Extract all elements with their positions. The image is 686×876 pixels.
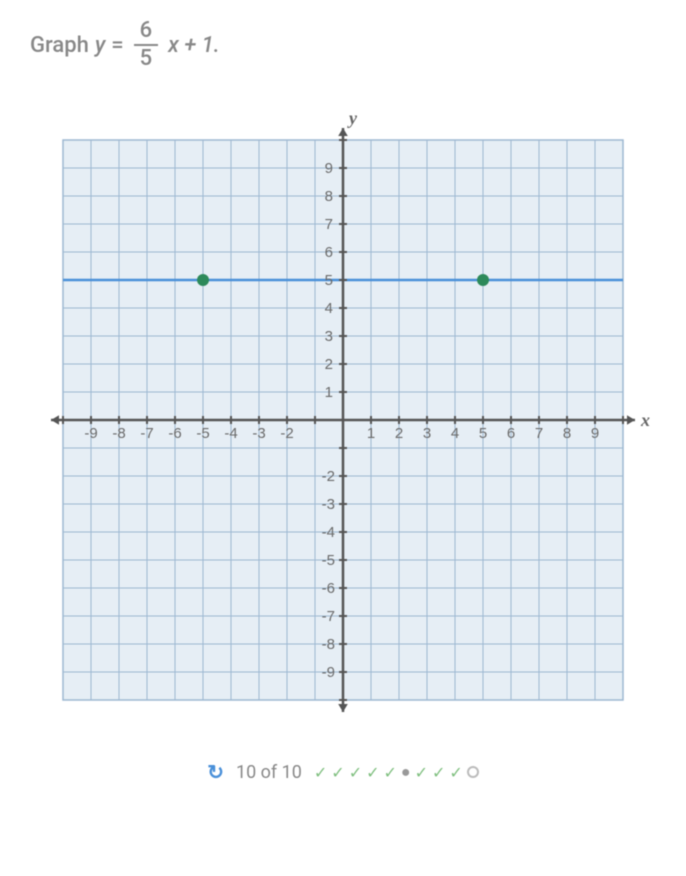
- x-tick-label: 3: [423, 425, 431, 442]
- fraction-denominator: 5: [134, 46, 159, 70]
- y-tick-label: -9: [322, 664, 335, 681]
- footer-bar: ↻ 10 of 10 ✓✓✓✓✓●✓✓✓: [30, 760, 656, 784]
- y-tick-label: -8: [322, 636, 335, 653]
- axis-arrow-down: [338, 704, 348, 712]
- graph-wrapper: -9 -8 -7 -6 -5 -4 -3 -2 1 2 3 4 5 6 7 8 9 1 2 3 4 5 6 7 8 9 -2 -3 -4…: [30, 110, 656, 730]
- equation-fraction: 6 5: [134, 20, 159, 70]
- y-tick-label: 1: [325, 384, 333, 401]
- mark-check: ✓: [449, 763, 462, 782]
- mark-check: ✓: [314, 763, 327, 782]
- x-tick-label: 5: [479, 425, 487, 442]
- x-tick-label: -4: [224, 425, 237, 442]
- y-tick-label: 4: [325, 300, 333, 317]
- plotted-point[interactable]: [477, 274, 489, 286]
- mark-check: ✓: [366, 763, 379, 782]
- equation-tail: x + 1.: [168, 33, 219, 58]
- x-tick-label: -9: [84, 425, 97, 442]
- progress-marks: ✓✓✓✓✓●✓✓✓: [314, 762, 479, 782]
- x-tick-label: -2: [280, 425, 293, 442]
- mark-dot: ●: [401, 762, 411, 782]
- x-tick-label: -5: [196, 425, 209, 442]
- axis-arrow-up: [338, 128, 348, 136]
- x-tick-label: 6: [507, 425, 515, 442]
- mark-check: ✓: [432, 763, 445, 782]
- x-tick-label: 8: [563, 425, 571, 442]
- mark-check: ✓: [331, 763, 344, 782]
- y-axis-label: y: [347, 110, 358, 128]
- x-tick-label: 7: [535, 425, 543, 442]
- y-tick-label: 5: [325, 272, 333, 289]
- y-tick-label: -5: [322, 552, 335, 569]
- axis-arrow-left: [51, 415, 59, 425]
- y-tick-label: 8: [325, 188, 333, 205]
- page-container: Graph y = 6 5 x + 1. -9 -8 -7 -6 -5 -4 -3 -2 1 2 3…: [0, 0, 686, 876]
- coordinate-graph[interactable]: -9 -8 -7 -6 -5 -4 -3 -2 1 2 3 4 5 6 7 8 9 1 2 3 4 5 6 7 8 9 -2 -3 -4…: [33, 110, 653, 730]
- y-tick-label: 6: [325, 244, 333, 261]
- mark-check: ✓: [384, 763, 397, 782]
- equation-prefix: Graph: [30, 33, 89, 58]
- mark-circle: [467, 766, 479, 778]
- y-tick-label: -3: [322, 496, 335, 513]
- x-tick-label: 2: [395, 425, 403, 442]
- x-tick-label: -7: [140, 425, 153, 442]
- x-tick-label: -6: [168, 425, 181, 442]
- y-tick-label: 2: [325, 356, 333, 373]
- y-tick-label: -2: [322, 468, 335, 485]
- axis-arrow-right: [627, 415, 635, 425]
- mark-check: ✓: [349, 763, 362, 782]
- x-axis-label: x: [640, 410, 650, 430]
- x-tick-label: -8: [112, 425, 125, 442]
- x-tick-label: 4: [451, 425, 459, 442]
- fraction-numerator: 6: [134, 20, 159, 46]
- reload-icon[interactable]: ↻: [207, 760, 224, 784]
- plotted-point[interactable]: [197, 274, 209, 286]
- equation-prompt: Graph y = 6 5 x + 1.: [30, 20, 656, 70]
- progress-counter: 10 of 10: [236, 762, 302, 783]
- mark-check: ✓: [415, 763, 428, 782]
- equation-lhs: y: [95, 33, 105, 58]
- y-tick-label: 9: [325, 160, 333, 177]
- y-tick-label: 3: [325, 328, 333, 345]
- x-tick-label: -3: [252, 425, 265, 442]
- y-tick-label: -6: [322, 580, 335, 597]
- equation-eq: =: [111, 33, 123, 58]
- y-tick-label: -7: [322, 608, 335, 625]
- x-tick-label: 9: [591, 425, 599, 442]
- y-tick-label: -4: [322, 524, 335, 541]
- x-tick-label: 1: [367, 425, 375, 442]
- y-tick-label: 7: [325, 216, 333, 233]
